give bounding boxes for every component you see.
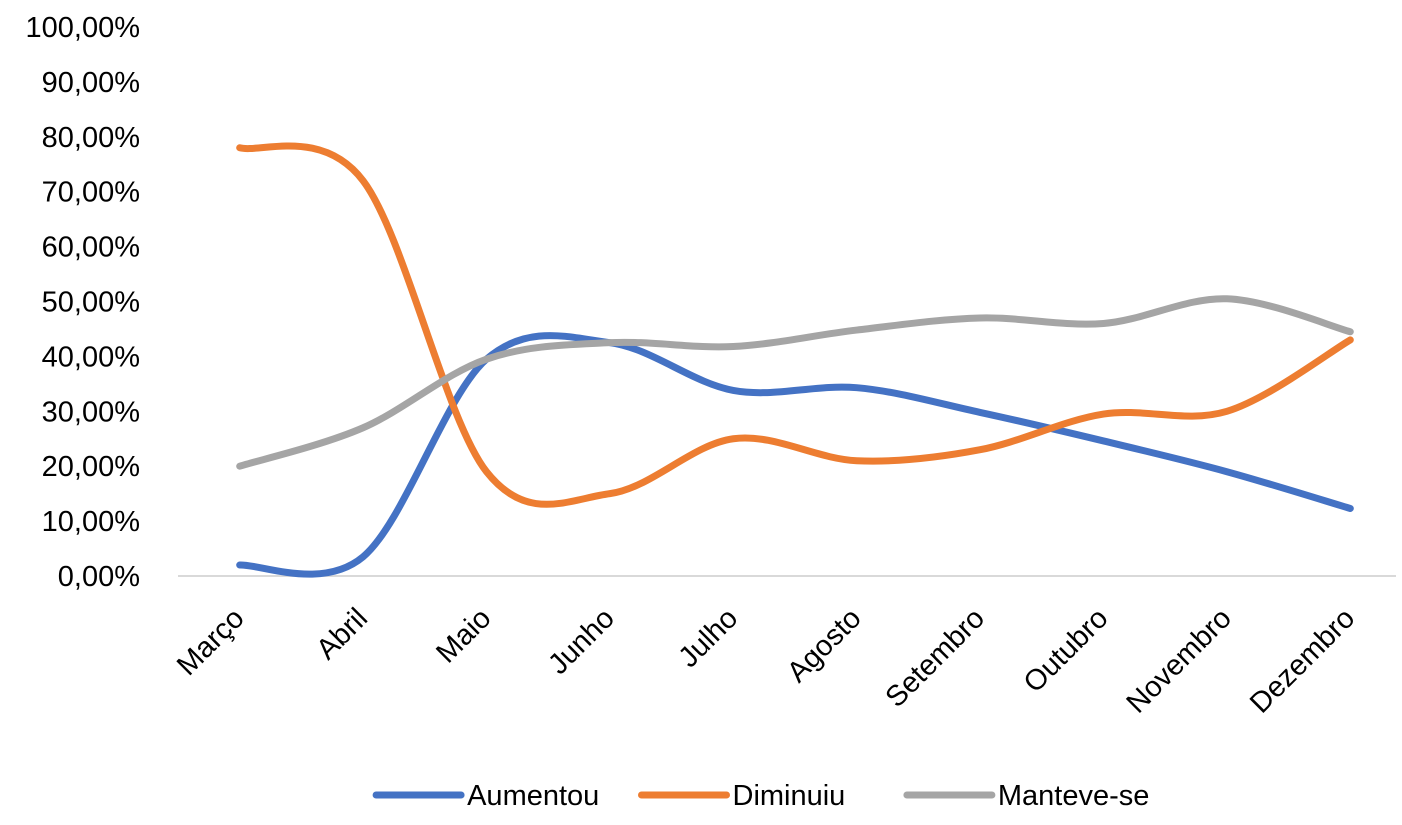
- x-tick-label: Março: [171, 602, 251, 682]
- y-tick-label: 100,00%: [26, 12, 141, 44]
- x-tick-label: Maio: [430, 602, 497, 669]
- x-tick-label: Outubro: [1018, 602, 1115, 699]
- x-tick-label: Dezembro: [1244, 602, 1361, 719]
- x-tick-label: Novembro: [1121, 602, 1238, 719]
- y-tick-label: 40,00%: [42, 341, 140, 373]
- series-line-manteve-se: [236, 295, 1354, 470]
- x-tick-label: Junho: [542, 602, 620, 680]
- series-lines: [236, 142, 1354, 578]
- y-tick-label: 60,00%: [42, 232, 140, 264]
- y-tick-label: 20,00%: [42, 451, 140, 483]
- y-tick-label: 30,00%: [42, 396, 140, 428]
- series-line-aumentou: [236, 332, 1354, 578]
- x-axis-tick-labels: Março Abril Maio Junho Julho Agosto Setembro Ou…: [171, 602, 1361, 719]
- y-tick-label: 0,00%: [58, 561, 140, 593]
- y-tick-label: 70,00%: [42, 177, 140, 209]
- x-tick-label: Abril: [310, 602, 374, 666]
- legend-item-aumentou: Aumentou: [372, 780, 599, 812]
- legend-item-diminuiu: Diminuiu: [638, 780, 846, 812]
- y-axis-tick-labels: 0,00% 10,00% 20,00% 30,00% 40,00% 50,00% 60,00…: [26, 12, 141, 593]
- y-tick-label: 80,00%: [42, 122, 140, 154]
- y-tick-label: 10,00%: [42, 506, 140, 538]
- x-tick-label: Agosto: [781, 602, 867, 688]
- legend-label: Aumentou: [467, 780, 599, 812]
- y-tick-label: 90,00%: [42, 67, 140, 99]
- series-line-diminuiu: [236, 142, 1354, 508]
- legend-label: Manteve-se: [998, 780, 1150, 812]
- legend-label: Diminuiu: [733, 780, 846, 812]
- legend: Aumentou Diminuiu Manteve-se: [372, 780, 1150, 812]
- x-tick-label: Setembro: [880, 602, 992, 714]
- x-tick-label: Julho: [673, 602, 745, 674]
- y-tick-label: 50,00%: [42, 287, 140, 319]
- legend-item-manteve-se: Manteve-se: [903, 780, 1150, 812]
